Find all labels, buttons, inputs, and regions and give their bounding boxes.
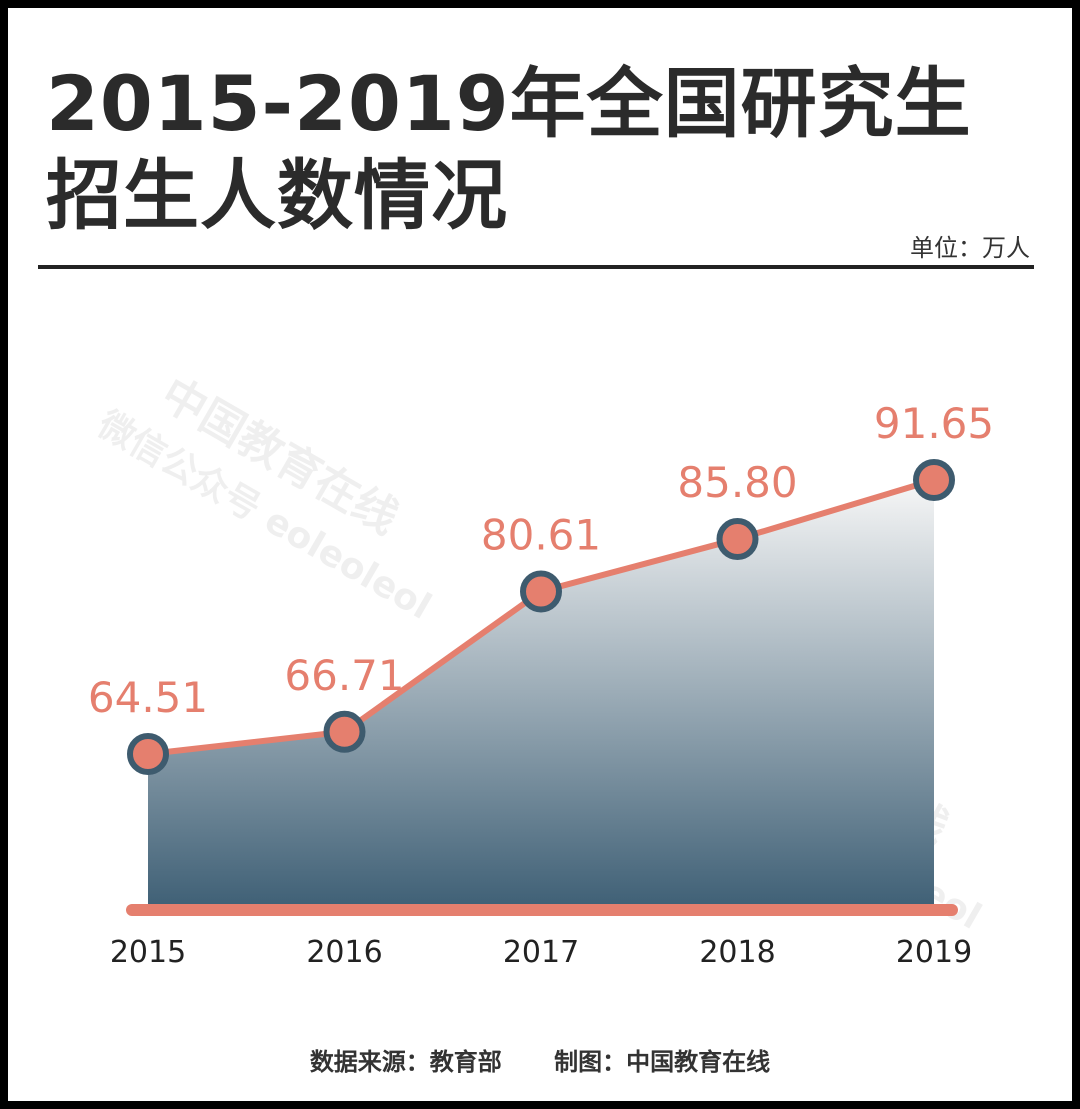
unit-label: 单位：万人 [910,234,1030,262]
data-label-2019: 91.65 [874,399,994,448]
infographic-card: 2015-2019年全国研究生 招生人数情况 单位：万人 中国教育在线 微信公众… [8,8,1072,1101]
x-tick-2015: 2015 [110,935,186,970]
title-divider [38,265,1034,269]
credit-note: 制图：中国教育在线 [554,1048,771,1076]
chart-title-line-2: 招生人数情况 [46,151,508,240]
area-fill [148,480,934,910]
data-point-2015 [127,733,169,775]
data-label-2016: 66.71 [284,651,404,700]
chart-title-line-1: 2015-2019年全国研究生 [46,59,972,148]
data-point-2018 [716,518,759,561]
data-point-2019 [913,459,955,501]
source-note: 数据来源：教育部 [309,1048,502,1076]
footer: 数据来源：教育部 制图：中国教育在线 [8,1042,1072,1077]
chart-marks: 64.51 2015 66.71 2016 80.61 2017 85.80 2018 91.6… [88,399,994,970]
x-tick-2018: 2018 [699,935,775,970]
data-point-2016 [323,710,366,753]
data-label-2017: 80.61 [481,510,601,559]
data-label-2015: 64.51 [88,673,208,722]
x-tick-2016: 2016 [306,935,382,970]
area-chart: 中国教育在线 微信公众号 eoleoleol 中国教育在线 微信公众号 eole… [88,368,994,970]
data-label-2018: 85.80 [677,458,797,507]
chart-title: 2015-2019年全国研究生 招生人数情况 [46,58,1006,242]
data-point-2017 [520,570,562,613]
x-tick-2019: 2019 [896,935,972,970]
x-tick-2017: 2017 [503,935,579,970]
